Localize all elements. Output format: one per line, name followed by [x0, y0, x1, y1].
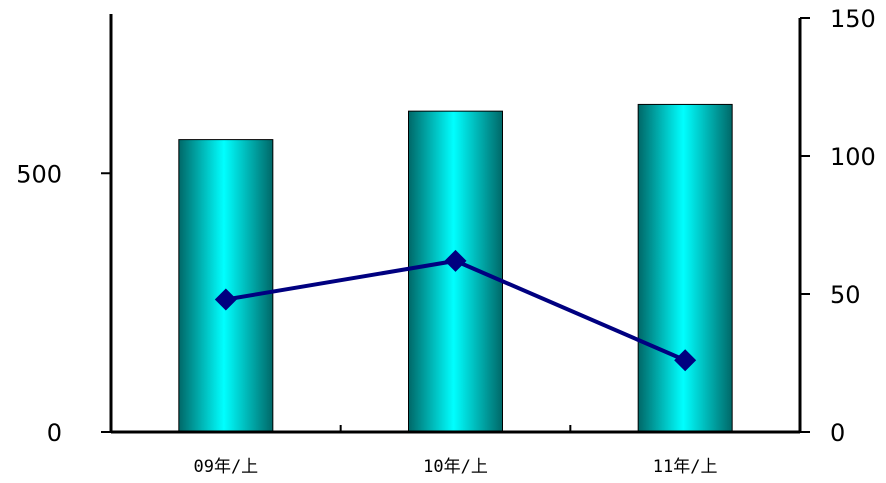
right-tick-label-1: 50	[830, 281, 861, 309]
tick-labels: 0 500 0 50 100 150 09年/上 10年/上 11年/上	[16, 5, 876, 477]
left-tick-label-1: 500	[16, 160, 62, 188]
right-tick-label-0: 0	[830, 419, 845, 447]
category-label-2: 11年/上	[653, 457, 718, 477]
category-label-1: 10年/上	[423, 457, 488, 477]
line-series	[214, 249, 697, 372]
category-label-0: 09年/上	[193, 457, 258, 477]
line-marker-2	[674, 349, 697, 372]
bar-2	[637, 103, 733, 433]
bar-0	[178, 139, 274, 433]
left-tick-label-0: 0	[47, 419, 62, 447]
right-tick-label-2: 100	[830, 143, 876, 171]
bar-series	[178, 103, 733, 433]
line-marker-0	[214, 288, 237, 311]
line-marker-1	[444, 249, 467, 272]
right-tick-label-3: 150	[830, 5, 876, 33]
axes	[101, 14, 810, 434]
